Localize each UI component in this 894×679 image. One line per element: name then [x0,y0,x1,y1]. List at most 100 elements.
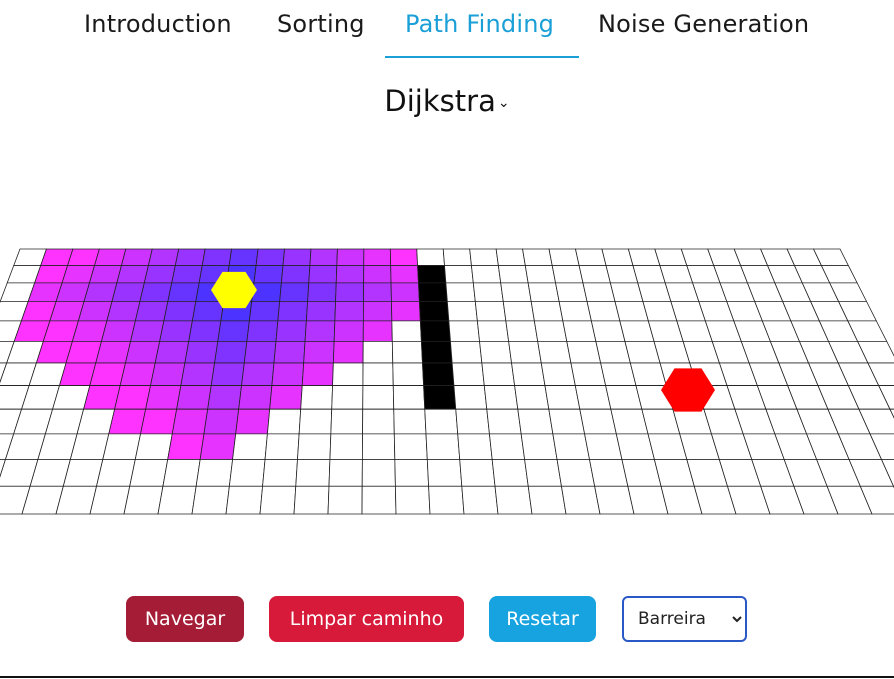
grid-cell[interactable] [167,433,205,460]
grid-cell[interactable] [363,248,392,266]
grid-cell[interactable] [446,300,478,322]
grid-cell[interactable] [856,340,894,364]
grid-cell[interactable] [476,320,510,342]
grid-cell[interactable] [424,408,459,435]
grid-cell[interactable] [332,362,364,386]
grid-cell[interactable] [203,408,240,435]
grid-cell[interactable] [425,433,461,460]
grid-cell[interactable] [423,385,457,410]
grid-cell[interactable] [483,385,519,410]
grid-cell[interactable] [214,340,248,364]
grid-cell[interactable] [533,320,568,342]
grid-cell[interactable] [62,459,104,487]
tab-introduction[interactable]: Introduction [84,10,232,38]
grid-cell[interactable] [140,408,178,435]
grid-cell[interactable] [511,362,546,386]
grid-cell[interactable] [389,248,419,266]
grid-cell[interactable] [0,459,7,487]
tab-noise-generation[interactable]: Noise Generation [598,10,810,38]
grid-cell[interactable] [150,362,186,386]
grid-cell[interactable] [551,265,584,284]
grid-cell[interactable] [191,485,230,515]
hexagon-goal-icon[interactable] [661,368,715,412]
grid-cell[interactable] [154,340,190,364]
grid-cell[interactable] [522,248,553,266]
grid-cell[interactable] [159,320,193,342]
grid-cell[interactable] [297,433,332,460]
grid-cell[interactable] [108,408,147,435]
grid-cell[interactable] [530,300,564,322]
grid-cell[interactable] [457,433,493,460]
grid-cell[interactable] [180,362,216,386]
grid-cell[interactable] [329,433,363,460]
grid-cell[interactable] [859,485,894,515]
grid-cell[interactable] [527,485,567,515]
grid-cell[interactable] [114,385,152,410]
grid-cell[interactable] [362,300,393,322]
grid-cell[interactable] [582,282,616,302]
grid-cell[interactable] [304,320,336,342]
grid-cell[interactable] [61,265,96,284]
grid-cell[interactable] [139,282,173,302]
grid-cell[interactable] [444,265,474,284]
grid-cell[interactable] [418,282,448,302]
grid-cell[interactable] [145,385,182,410]
grid-cell[interactable] [67,248,100,266]
grid-cell[interactable] [201,248,233,266]
grid-cell[interactable] [363,282,392,302]
grid-cell[interactable] [520,433,558,460]
grid-cell[interactable] [301,362,334,386]
grid-cell[interactable] [590,320,626,342]
grid-cell[interactable] [517,408,554,435]
grid-cell[interactable] [106,300,141,322]
grid-cell[interactable] [391,320,422,342]
grid-cell[interactable] [269,385,303,410]
grid-cell[interactable] [307,282,337,302]
grid-cell[interactable] [560,485,601,515]
grid-cell[interactable] [251,282,282,302]
cell-mode-select[interactable]: Barreira [622,596,747,642]
clear-path-button[interactable]: Limpar caminho [269,596,464,642]
grid-cell[interactable] [334,300,364,322]
grid-cell[interactable] [361,485,397,515]
grid-cell[interactable] [102,433,142,460]
grid-cell[interactable] [162,459,201,487]
grid-cell[interactable] [333,320,364,342]
grid-cell[interactable] [566,340,602,364]
grid-cell[interactable] [390,265,419,284]
grid-cell[interactable] [418,300,450,322]
grid-cell[interactable] [869,433,894,460]
grid-cell[interactable] [123,485,164,515]
hexagon-start-icon[interactable] [211,271,257,309]
grid-cell[interactable] [428,485,465,515]
grid-cell[interactable] [419,320,451,342]
grid-cell[interactable] [589,459,629,487]
grid-cell[interactable] [184,340,219,364]
grid-cell[interactable] [188,320,222,342]
grid-cell[interactable] [167,282,200,302]
grid-cell[interactable] [486,408,522,435]
grid-cell[interactable] [472,282,504,302]
grid-cell[interactable] [271,362,305,386]
grid-cell[interactable] [362,362,394,386]
grid-cell[interactable] [134,300,169,322]
grid-cell[interactable] [94,248,127,266]
grid-cell[interactable] [579,408,617,435]
grid-cell[interactable] [362,385,395,410]
grid-cell[interactable] [574,385,612,410]
grid-cell[interactable] [262,459,298,487]
grid-cell[interactable] [393,433,428,460]
navigate-button[interactable]: Navegar [126,596,244,642]
grid-cell[interactable] [394,459,430,487]
grid-cell[interactable] [295,459,331,487]
grid-cell[interactable] [238,385,273,410]
grid-cell[interactable] [394,485,431,515]
grid-cell[interactable] [600,362,637,386]
grid-cell[interactable] [243,340,277,364]
grid-cell[interactable] [83,385,121,410]
grid-cell[interactable] [544,385,581,410]
grid-cell[interactable] [309,248,338,266]
grid-cell[interactable] [264,433,300,460]
grid-cell[interactable] [500,282,532,302]
grid-cell[interactable] [514,385,550,410]
